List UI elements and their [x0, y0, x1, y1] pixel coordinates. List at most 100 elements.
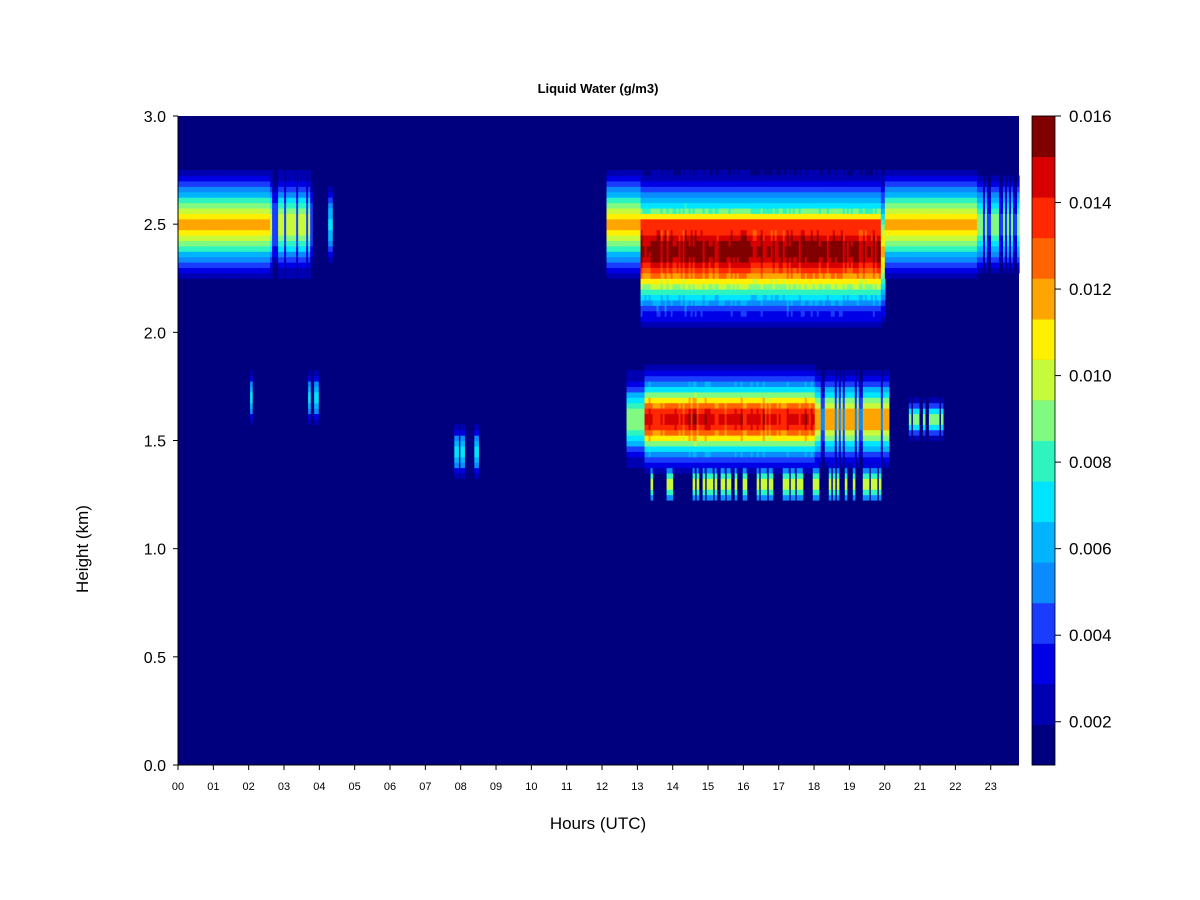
heatmap-cell: [242, 245, 245, 252]
heatmap-cell: [748, 370, 752, 377]
heatmap-cell: [646, 186, 650, 193]
heatmap-cell: [628, 262, 632, 269]
heatmap-cell: [254, 191, 257, 198]
heatmap-cell: [756, 391, 760, 398]
heatmap-cell: [680, 213, 684, 220]
heatmap-cell: [740, 202, 744, 209]
heatmap-cell: [228, 272, 231, 279]
heatmap-cell: [728, 472, 732, 479]
heatmap-cell: [658, 456, 662, 463]
heatmap-cell: [208, 251, 211, 258]
heatmap-cell: [718, 170, 722, 177]
heatmap-cell: [750, 364, 754, 371]
heatmap-cell: [286, 180, 289, 187]
heatmap-cell: [248, 240, 251, 247]
heatmap-cell: [226, 251, 229, 258]
heatmap-cell: [710, 294, 714, 301]
heatmap-cell: [626, 272, 630, 279]
heatmap-cell: [720, 197, 724, 204]
heatmap-cell: [718, 218, 722, 225]
heatmap-cell: [304, 202, 307, 209]
heatmap-cell: [652, 218, 656, 225]
heatmap-cell: [204, 186, 207, 193]
heatmap-cell: [268, 170, 271, 177]
heatmap-cell: [300, 218, 303, 225]
heatmap-cell: [294, 240, 297, 247]
heatmap-cell: [650, 180, 654, 187]
heatmap-cell: [746, 418, 750, 425]
heatmap-cell: [648, 289, 652, 296]
heatmap-cell: [694, 197, 698, 204]
heatmap-cell: [718, 175, 722, 182]
heatmap-cell: [670, 229, 674, 236]
heatmap-cell: [696, 197, 700, 204]
heatmap-cell: [666, 224, 670, 231]
heatmap-cell: [758, 435, 762, 442]
heatmap-cell: [620, 256, 624, 263]
heatmap-cell: [178, 229, 181, 236]
heatmap-cell: [682, 467, 686, 474]
heatmap-cell: [676, 310, 680, 317]
heatmap-cell: [662, 234, 666, 241]
heatmap-cell: [688, 429, 692, 436]
heatmap-cell: [626, 429, 630, 436]
heatmap-cell: [704, 310, 708, 317]
heatmap-cell: [292, 262, 295, 269]
heatmap-cell: [714, 418, 718, 425]
heatmap-cell: [656, 413, 660, 420]
heatmap-cell: [654, 467, 658, 474]
heatmap-cell: [236, 218, 239, 225]
heatmap-cell: [278, 191, 281, 198]
heatmap-cell: [642, 229, 646, 236]
heatmap-cell: [196, 218, 199, 225]
heatmap-cell: [630, 175, 634, 182]
heatmap-cell: [314, 375, 317, 382]
heatmap-cell: [740, 310, 744, 317]
heatmap-cell: [204, 197, 207, 204]
heatmap-cell: [200, 213, 203, 220]
heatmap-cell: [474, 445, 477, 452]
heatmap-cell: [684, 170, 688, 177]
heatmap-cell: [300, 191, 303, 198]
heatmap-cell: [198, 218, 201, 225]
heatmap-cell: [608, 240, 612, 247]
heatmap-cell: [178, 197, 181, 204]
heatmap-cell: [634, 180, 638, 187]
heatmap-cell: [718, 370, 722, 377]
heatmap-cell: [680, 445, 684, 452]
heatmap-cell: [652, 408, 656, 415]
heatmap-cell: [636, 462, 640, 469]
heatmap-cell: [728, 397, 732, 404]
heatmap-cell: [708, 299, 712, 306]
heatmap-cell: [260, 251, 263, 258]
heatmap-cell: [626, 386, 630, 393]
heatmap-cell: [610, 272, 614, 279]
heatmap-cell: [752, 240, 756, 247]
heatmap-cell: [254, 170, 257, 177]
heatmap-cell: [248, 191, 251, 198]
heatmap-cell: [456, 451, 459, 458]
heatmap-cell: [184, 224, 187, 231]
heatmap-cell: [474, 467, 477, 474]
heatmap-cell: [706, 456, 710, 463]
heatmap-cell: [728, 229, 732, 236]
heatmap-cell: [666, 175, 670, 182]
heatmap-cell: [716, 240, 720, 247]
heatmap-cell: [726, 391, 730, 398]
heatmap-cell: [316, 370, 319, 377]
heatmap-cell: [730, 386, 734, 393]
heatmap-cell: [652, 240, 656, 247]
heatmap-cell: [754, 418, 758, 425]
heatmap-cell: [182, 262, 185, 269]
heatmap-cell: [684, 381, 688, 388]
heatmap-cell: [644, 283, 648, 290]
heatmap-cell: [670, 180, 674, 187]
heatmap-cell: [702, 375, 706, 382]
heatmap-cell: [634, 413, 638, 420]
heatmap-cell: [614, 207, 618, 214]
heatmap-cell: [722, 445, 726, 452]
heatmap-cell: [686, 175, 690, 182]
heatmap-cell: [656, 370, 660, 377]
heatmap-cell: [676, 370, 680, 377]
heatmap-cell: [670, 305, 674, 312]
